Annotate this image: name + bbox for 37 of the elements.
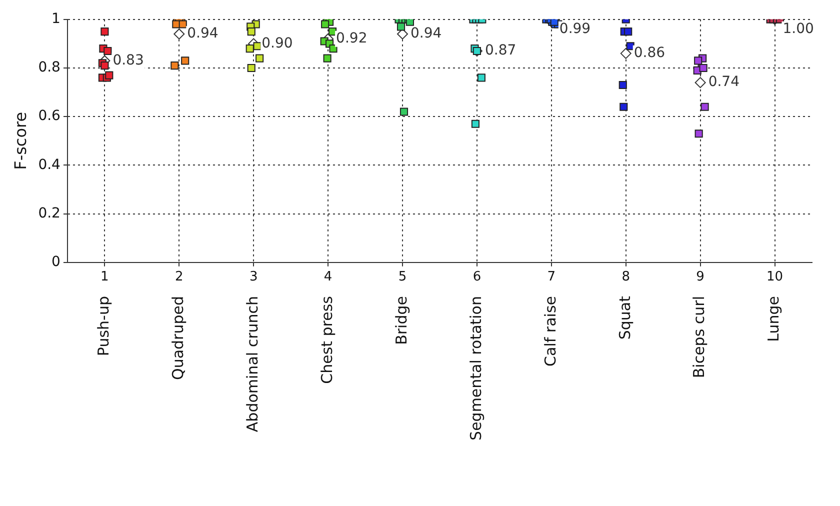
data-label: 0.87 (484, 42, 516, 59)
y-tick-label: 0.8 (38, 60, 60, 76)
text: Segmental rotation (466, 296, 485, 440)
text: Calf raise (541, 296, 560, 366)
text: Biceps curl (690, 296, 708, 378)
data-label: 0.74 (708, 74, 740, 90)
data-label: 0.90 (262, 35, 293, 52)
data-label: 0.99 (559, 21, 591, 38)
text: Chest press (318, 296, 336, 384)
x-tick-label: 1 (100, 270, 109, 285)
data-label: 0.86 (634, 45, 666, 62)
x-tick-label: 4 (324, 270, 332, 285)
data-label: 0.83 (112, 52, 144, 68)
x-tick-label: 10 (766, 270, 784, 285)
data-label: 0.92 (336, 30, 368, 46)
x-tick-label: 6 (472, 270, 482, 285)
x-tick-label: 7 (547, 270, 556, 285)
y-tick-label: 0.4 (38, 156, 61, 173)
x-tick-label: 5 (398, 270, 407, 285)
data-label: 1.00 (782, 21, 814, 38)
data-label: 0.94 (187, 26, 218, 42)
y-axis-title: F-score (10, 112, 30, 170)
text: Quadruped (169, 296, 188, 380)
text: Abdominal crunch (243, 296, 262, 432)
y-tick-label: 1 (52, 11, 60, 28)
text: Push-up (94, 296, 113, 356)
y-tick-label: 0.6 (38, 108, 61, 124)
y-tick-label: 0 (52, 254, 60, 270)
y-tick-label: 0.2 (38, 205, 60, 222)
x-tick-label: 3 (249, 270, 258, 285)
data-label: 0.94 (410, 26, 442, 42)
text: Lunge (764, 296, 783, 342)
text: Bridge (392, 296, 410, 345)
x-tick-label: 9 (696, 270, 704, 285)
text: Squat (616, 296, 634, 340)
x-tick-label: 8 (622, 270, 630, 285)
x-tick-label: 2 (175, 270, 184, 285)
